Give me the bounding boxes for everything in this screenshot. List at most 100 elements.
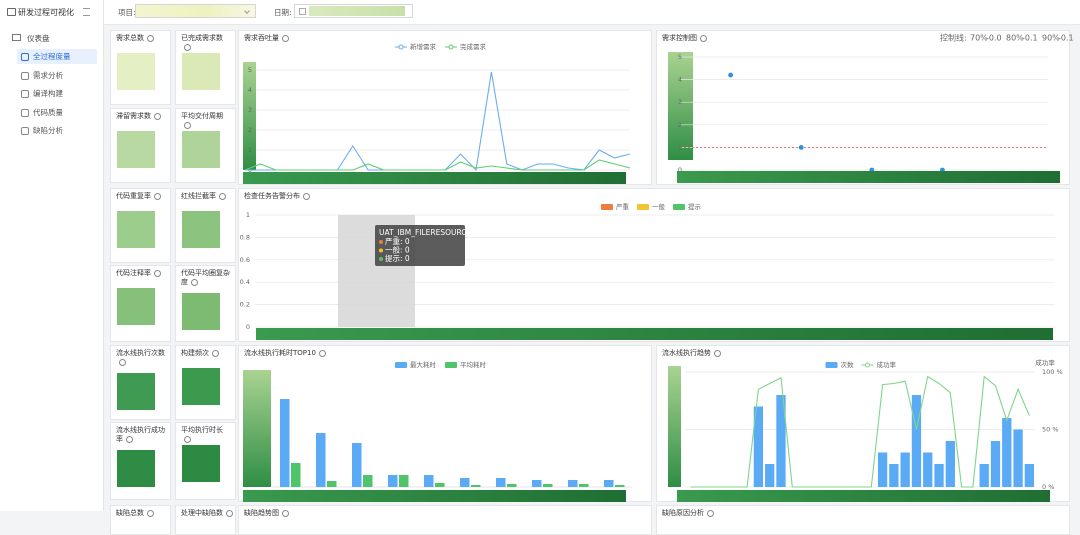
masked-value — [182, 368, 220, 405]
menu-item[interactable]: 缺陷分析 — [17, 123, 97, 138]
card-title: 检查任务告警分布 — [244, 192, 310, 201]
info-icon — [119, 358, 126, 366]
kpi-card: 滞留需求数 — [110, 108, 171, 183]
masked-value — [182, 445, 220, 482]
card-title: 代码平均圈复杂度 — [181, 269, 231, 287]
menu-item[interactable]: 编译构建 — [17, 86, 97, 101]
kpi-card: 流水线执行成功率 — [110, 422, 171, 500]
collapse-button[interactable] — [83, 8, 90, 16]
menu-group[interactable]: 仪表盘 — [27, 34, 50, 43]
card-title-text: 流水线执行趋势 — [662, 349, 711, 357]
info-icon — [154, 192, 161, 200]
chart-card: 缺陷趋势图 — [238, 505, 652, 535]
card-title: 需求吞吐量 — [244, 34, 289, 43]
card-title-text: 缺陷原因分析 — [662, 509, 704, 517]
card-title-text: 代码注释率 — [116, 269, 151, 277]
card-title-text: 流水线执行次数 — [116, 349, 165, 357]
menu-item[interactable]: 全过程度量 — [17, 49, 97, 64]
filter-bar: 项目: 日期: — [104, 0, 1080, 25]
menu-icon — [21, 90, 29, 98]
masked-value — [117, 53, 155, 90]
info-icon — [303, 192, 310, 200]
masked-value — [117, 131, 155, 168]
card-title-text: 需求控制图 — [662, 34, 697, 42]
chart-card: 缺陷原因分析 — [656, 505, 1070, 535]
chart-card: 处理中缺陷数 — [175, 505, 236, 535]
menu-icon — [21, 127, 29, 135]
chart-card: 需求控制图 — [656, 30, 1070, 185]
card-title: 流水线执行耗时TOP10 — [244, 349, 326, 358]
kpi-card: 平均执行时长 — [175, 422, 236, 500]
menu-group-icon — [12, 34, 21, 41]
menu-item[interactable]: 代码质量 — [17, 105, 97, 120]
card-title: 需求总数 — [116, 34, 166, 43]
card-title-text: 已完成需求数 — [181, 34, 223, 42]
info-icon — [212, 349, 219, 357]
info-icon — [191, 278, 198, 286]
info-icon — [147, 34, 154, 42]
card-title: 代码重复率 — [116, 192, 166, 201]
chart-card: 缺陷总数 — [110, 505, 171, 535]
chart-card: 流水线执行趋势 — [656, 345, 1070, 502]
kpi-card: 代码重复率 — [110, 188, 171, 263]
card-title: 已完成需求数 — [181, 34, 231, 52]
date-value — [309, 6, 405, 16]
card-title-text: 缺陷趋势图 — [244, 509, 279, 517]
chart-card: 检查任务告警分布 — [238, 188, 1070, 342]
card-title: 红线拦截率 — [181, 192, 231, 201]
info-icon — [700, 34, 707, 42]
card-title-text: 滞留需求数 — [116, 112, 151, 120]
card-title-text: 红线拦截率 — [181, 192, 216, 200]
logo-icon — [7, 8, 16, 16]
masked-value — [182, 293, 220, 330]
masked-value — [117, 450, 155, 487]
card-title-text: 缺陷总数 — [116, 509, 144, 517]
info-icon — [154, 269, 161, 277]
info-icon — [318, 349, 326, 357]
chart-card: 流水线执行耗时TOP10 — [238, 345, 652, 502]
menu-icon — [21, 71, 29, 80]
kpi-card: 红线拦截率 — [175, 188, 236, 263]
kpi-card: 代码平均圈复杂度 — [175, 265, 236, 342]
card-title-text: 需求吞吐量 — [244, 34, 279, 42]
info-icon — [282, 34, 289, 42]
card-title-text: 处理中缺陷数 — [181, 509, 223, 517]
card-title: 流水线执行次数 — [116, 349, 166, 367]
info-icon — [184, 435, 191, 443]
date-picker[interactable] — [294, 4, 413, 18]
menu-label: 需求分析 — [33, 70, 63, 80]
card-title-text: 平均执行时长 — [181, 426, 223, 434]
card-title: 缺陷原因分析 — [662, 509, 714, 518]
info-icon — [184, 121, 191, 129]
date-label: 日期: — [274, 8, 292, 17]
masked-value — [117, 211, 155, 248]
card-title-text: 流水线执行耗时TOP10 — [244, 349, 316, 357]
masked-value — [182, 211, 220, 248]
menu-item[interactable]: 需求分析 — [17, 68, 97, 83]
masked-value — [182, 131, 220, 168]
info-icon — [126, 435, 133, 443]
kpi-card: 需求总数 — [110, 30, 171, 105]
card-title: 需求控制图 — [662, 34, 707, 43]
chart-card: 需求吞吐量 — [238, 30, 652, 185]
masked-value — [117, 288, 155, 325]
card-title: 平均执行时长 — [181, 426, 231, 444]
card-title-text: 构建频次 — [181, 349, 209, 357]
card-title: 流水线执行成功率 — [116, 426, 166, 444]
card-title: 代码注释率 — [116, 269, 166, 278]
sidebar: 研发过程可视化 仪表盘 全过程度量 需求分析 编译构建 代码质量 缺陷分析 — [0, 0, 104, 511]
calendar-icon — [299, 8, 306, 15]
card-title: 滞留需求数 — [116, 112, 166, 121]
card-title-text: 代码平均圈复杂度 — [181, 269, 230, 286]
masked-value — [117, 373, 155, 410]
kpi-card: 已完成需求数 — [175, 30, 236, 105]
kpi-card: 代码注释率 — [110, 265, 171, 342]
info-icon — [184, 43, 191, 51]
page: {"sidebar":{"title":"研发过程可视化","group":"仪… — [0, 0, 1080, 511]
info-icon — [219, 192, 226, 200]
project-select[interactable] — [135, 4, 256, 18]
project-label: 项目: — [118, 8, 136, 17]
info-icon — [714, 349, 721, 357]
card-title: 缺陷总数 — [116, 509, 154, 518]
card-title: 处理中缺陷数 — [181, 509, 233, 518]
